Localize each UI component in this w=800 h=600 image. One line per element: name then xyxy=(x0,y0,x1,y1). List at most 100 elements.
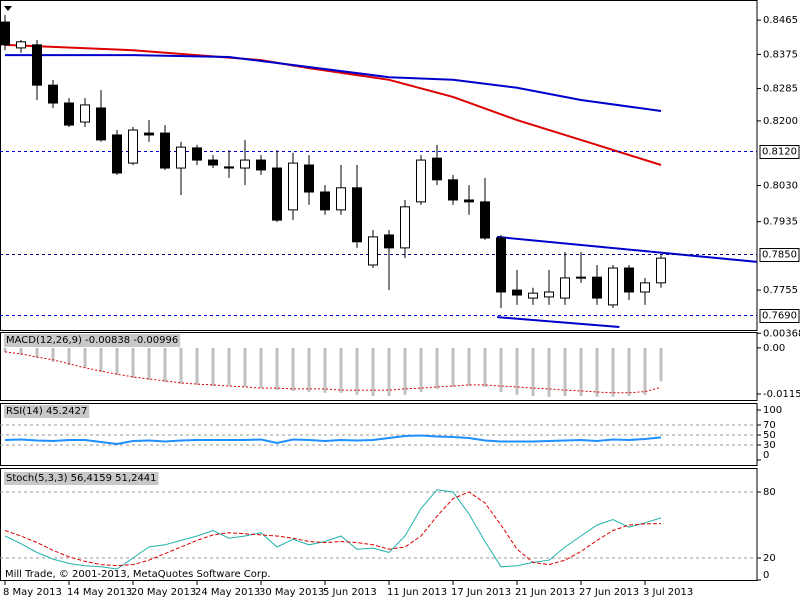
macd-bar xyxy=(371,347,375,397)
macd-bar xyxy=(403,347,407,395)
x-tick-label: 20 May 2013 xyxy=(131,587,196,598)
y-tick-label: 50 xyxy=(763,430,776,441)
y-tick-label: 0.7935 xyxy=(763,217,798,228)
candle-body xyxy=(432,157,442,181)
macd-bar xyxy=(579,347,583,397)
macd-bar xyxy=(531,347,535,397)
macd-bar xyxy=(515,347,519,395)
candle-body xyxy=(112,134,122,174)
x-tick-label: 27 Jun 2013 xyxy=(579,587,639,598)
candle-body xyxy=(592,276,602,299)
y-tick-label: 0 xyxy=(763,570,769,581)
macd-bar xyxy=(611,347,615,397)
candle-body xyxy=(80,104,90,123)
macd-bar xyxy=(595,347,599,397)
x-tick-label: 30 May 2013 xyxy=(259,587,324,598)
candle-body xyxy=(576,276,586,279)
macd-bar xyxy=(563,347,567,397)
y-tick-label: 0 xyxy=(763,450,769,461)
candle-body xyxy=(608,267,618,306)
candle-body xyxy=(272,167,282,221)
candle-body xyxy=(336,187,346,211)
macd-bar xyxy=(291,347,295,391)
label-box xyxy=(4,405,90,418)
macd-bar xyxy=(115,347,119,375)
x-tick-label: 8 May 2013 xyxy=(3,587,62,598)
macd-bar xyxy=(179,347,183,385)
macd-bar xyxy=(3,347,7,352)
macd-bar xyxy=(83,347,87,368)
candle-body xyxy=(544,291,554,298)
candle-body xyxy=(64,102,74,126)
macd-bar xyxy=(499,347,503,393)
trend-line xyxy=(496,316,620,328)
x-tick-label: 11 Jun 2013 xyxy=(387,587,447,598)
x-tick-label: 24 May 2013 xyxy=(195,587,260,598)
x-tick-label: 14 May 2013 xyxy=(67,587,132,598)
shift-marker xyxy=(4,6,12,11)
indicator-title: Stoch(5,3,3) 56,4159 51,2441 xyxy=(6,473,157,484)
macd-bar xyxy=(163,347,167,383)
candle-body xyxy=(192,147,202,161)
indicator-title: RSI(14) 45.2427 xyxy=(6,406,87,417)
macd-bar xyxy=(355,347,359,395)
macd-bar xyxy=(467,347,471,387)
candle-body xyxy=(416,159,426,203)
y-tick-label: 0.8375 xyxy=(763,49,798,60)
macd-bar xyxy=(275,347,279,391)
trend-line xyxy=(4,43,662,166)
candle-body xyxy=(320,191,330,211)
macd-bar xyxy=(451,347,455,387)
y-tick-label: 70 xyxy=(763,420,776,431)
candle-body xyxy=(656,257,666,284)
candle-body xyxy=(464,199,474,203)
price-level-label: 0.7690 xyxy=(762,311,797,322)
label-box xyxy=(759,248,800,262)
macd-bar xyxy=(643,347,647,395)
macd-bar xyxy=(435,347,439,389)
x-tick-label: 17 Jun 2013 xyxy=(451,587,511,598)
macd-panel xyxy=(0,332,758,401)
y-tick-label: 0.00 xyxy=(763,343,785,354)
candle-body xyxy=(256,159,266,171)
candle-body xyxy=(528,292,538,299)
y-tick-label: 0.8465 xyxy=(763,15,798,26)
macd-bar xyxy=(659,347,663,382)
indicator-title: MACD(12,26,9) -0.00838 -0.00996 xyxy=(6,335,178,346)
macd-bar xyxy=(19,347,23,356)
indicator-line xyxy=(4,489,662,570)
macd-bar xyxy=(419,347,423,393)
candle-body xyxy=(560,277,570,299)
macd-bar xyxy=(227,347,231,387)
label-box xyxy=(4,334,181,347)
y-tick-label: 0.8030 xyxy=(763,181,798,192)
plot-area xyxy=(0,14,757,570)
candle-body xyxy=(208,159,218,166)
candle-body xyxy=(48,84,58,104)
candle-body xyxy=(496,237,506,293)
candle-body xyxy=(624,267,634,293)
candle-body xyxy=(96,107,106,141)
x-tick-label: 21 Jun 2013 xyxy=(515,587,575,598)
x-tick-label: 3 Jul 2013 xyxy=(643,587,693,598)
candle-body xyxy=(448,179,458,201)
macd-bar xyxy=(627,347,631,397)
macd-bar xyxy=(259,347,263,389)
macd-bar xyxy=(323,347,327,393)
candle-body xyxy=(400,206,410,249)
candle-body xyxy=(480,201,490,239)
macd-bar xyxy=(547,347,551,397)
candle-body xyxy=(304,164,314,193)
indicator-line xyxy=(4,434,662,446)
y-tick-label: 0.7755 xyxy=(763,285,798,296)
candle-body xyxy=(640,282,650,293)
macd-bar xyxy=(99,347,103,372)
candle-body xyxy=(32,44,42,86)
candle-body xyxy=(176,146,186,169)
copyright: Mill Trade, © 2001-2013, MetaQuotes Soft… xyxy=(5,569,271,580)
label-box xyxy=(4,472,159,485)
macd-bar xyxy=(243,347,247,387)
macd-bar xyxy=(483,347,487,387)
